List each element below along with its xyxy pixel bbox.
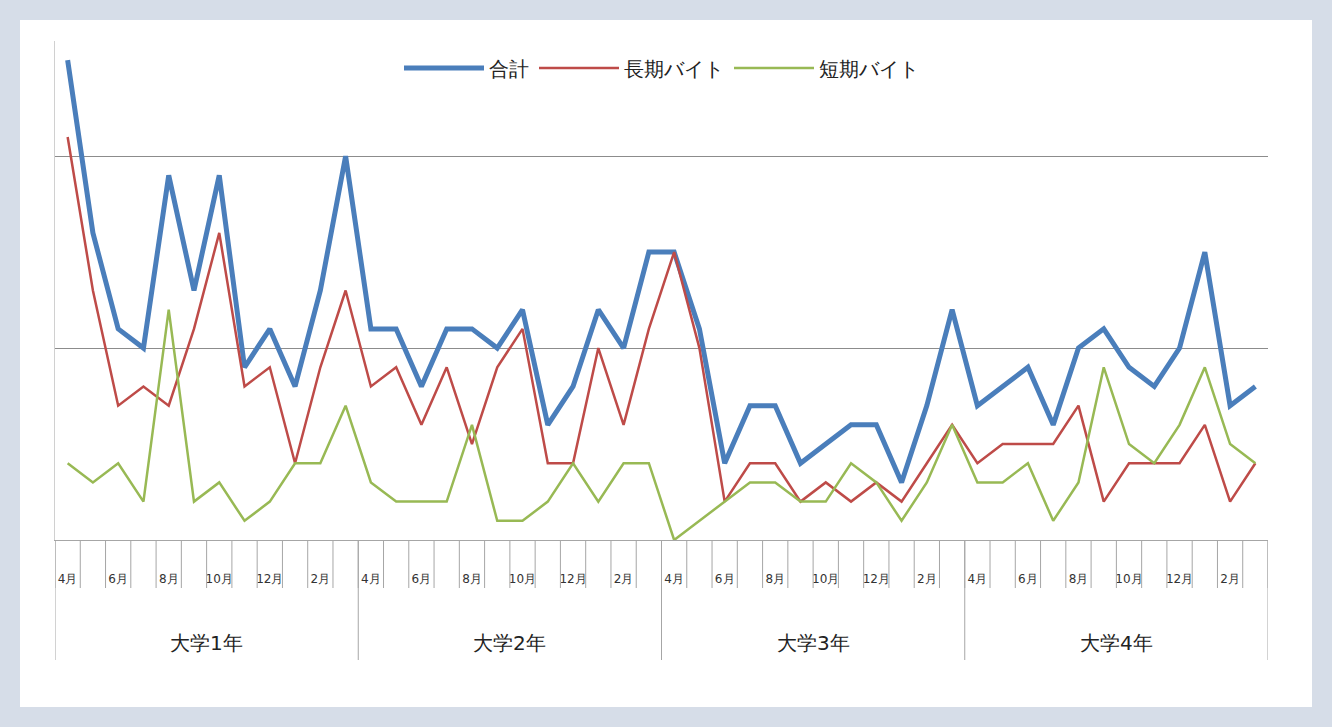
svg-text:8月: 8月 bbox=[462, 572, 482, 586]
svg-text:6月: 6月 bbox=[715, 572, 735, 586]
svg-text:4月: 4月 bbox=[58, 572, 78, 586]
svg-text:長期バイト: 長期バイト bbox=[624, 57, 724, 81]
svg-text:12月: 12月 bbox=[256, 572, 283, 586]
svg-text:10月: 10月 bbox=[206, 572, 233, 586]
svg-text:大学1年: 大学1年 bbox=[170, 631, 243, 655]
svg-text:8月: 8月 bbox=[765, 572, 785, 586]
svg-text:大学4年: 大学4年 bbox=[1080, 631, 1153, 655]
svg-text:4月: 4月 bbox=[968, 572, 988, 586]
svg-text:4月: 4月 bbox=[664, 572, 684, 586]
svg-text:合計: 合計 bbox=[489, 57, 529, 81]
svg-text:12月: 12月 bbox=[559, 572, 586, 586]
svg-text:12月: 12月 bbox=[1166, 572, 1193, 586]
svg-text:8月: 8月 bbox=[159, 572, 179, 586]
svg-text:2月: 2月 bbox=[917, 572, 937, 586]
svg-text:2月: 2月 bbox=[311, 572, 331, 586]
svg-text:大学2年: 大学2年 bbox=[473, 631, 546, 655]
svg-text:6月: 6月 bbox=[108, 572, 128, 586]
svg-text:10月: 10月 bbox=[812, 572, 839, 586]
svg-text:短期バイト: 短期バイト bbox=[819, 57, 919, 81]
svg-text:大学3年: 大学3年 bbox=[777, 631, 850, 655]
svg-text:6月: 6月 bbox=[1018, 572, 1038, 586]
svg-text:4月: 4月 bbox=[361, 572, 381, 586]
svg-text:10月: 10月 bbox=[1115, 572, 1142, 586]
svg-text:2月: 2月 bbox=[614, 572, 634, 586]
svg-text:10月: 10月 bbox=[509, 572, 536, 586]
svg-text:12月: 12月 bbox=[863, 572, 890, 586]
svg-text:2月: 2月 bbox=[1220, 572, 1240, 586]
svg-text:8月: 8月 bbox=[1069, 572, 1089, 586]
svg-text:6月: 6月 bbox=[412, 572, 432, 586]
